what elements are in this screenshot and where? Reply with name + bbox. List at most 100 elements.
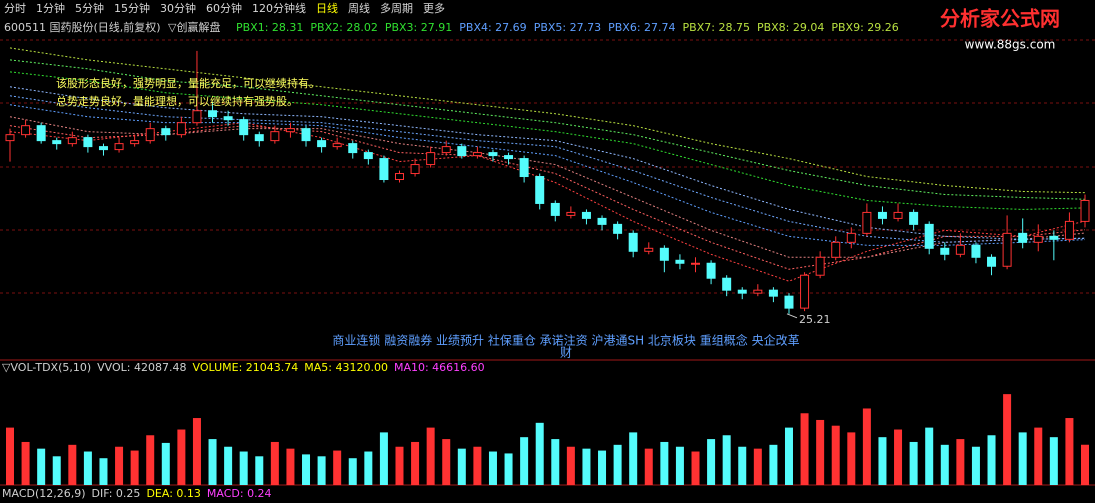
volume-bar [878, 437, 887, 485]
candle-body [1049, 235, 1059, 240]
candle-body [597, 217, 607, 225]
header-value: PBX4: 27.69 [459, 21, 526, 34]
volume-header: ▽VOL-TDX(5,10) [2, 361, 91, 374]
volume-bar [800, 413, 809, 485]
candle-body [379, 158, 389, 181]
volume-bar [395, 446, 404, 485]
candle-body [285, 128, 295, 133]
volume-bar [68, 444, 77, 485]
menu-item[interactable]: 更多 [423, 1, 445, 15]
macd-header: DIF: 0.25 [92, 487, 141, 500]
candle-body [176, 122, 186, 136]
volume-bar [6, 427, 14, 485]
volume-bar [21, 441, 30, 485]
candle-body [488, 152, 498, 157]
candle-body [706, 262, 716, 279]
volume-bar [192, 418, 201, 485]
volume-bar [784, 427, 793, 485]
menu-item[interactable]: 5分钟 [75, 1, 104, 15]
pbx-line [9, 125, 1086, 270]
candle-body [5, 134, 15, 142]
menu-item[interactable]: 120分钟线 [252, 1, 306, 15]
header-value: PBX7: 28.75 [683, 21, 750, 34]
menu-item[interactable]: 30分钟 [160, 1, 196, 15]
pbx-line [9, 122, 1086, 282]
header-value: PBX6: 27.74 [608, 21, 675, 34]
candle-body [877, 211, 887, 219]
concept-tags: 商业连锁 融资融券 业绩预升 社保重仓 承诺注资 沪港通SH 北京板块 重组概念… [332, 333, 799, 348]
candle-body [581, 211, 591, 219]
volume-bar [582, 448, 591, 485]
volume-bar [629, 432, 638, 485]
volume-bar [473, 446, 482, 485]
candle-body [909, 211, 919, 225]
header-value: PBX2: 28.02 [310, 21, 377, 34]
volume-bar [442, 439, 451, 485]
candle-body [317, 140, 327, 148]
volume-bar [239, 451, 248, 485]
candle-body [613, 223, 623, 234]
volume-bar [925, 427, 934, 485]
menu-item[interactable]: 日线 [316, 1, 338, 15]
candle-body [208, 110, 218, 118]
pbx-line [9, 95, 1086, 243]
volume-bar [753, 448, 762, 485]
pbx-line [9, 47, 1086, 194]
menu-item[interactable]: 1分钟 [36, 1, 65, 15]
candle-body [472, 152, 482, 157]
candle-body [114, 143, 124, 151]
menu-item[interactable]: 多周期 [380, 1, 413, 15]
candle-body [145, 128, 155, 142]
candle-body [644, 247, 654, 252]
volume-bar [488, 451, 497, 485]
volume-bar [379, 432, 388, 485]
volume-bar [37, 448, 46, 485]
volume-bar [971, 446, 980, 485]
volume-header: MA10: 46616.60 [394, 361, 485, 374]
candle-body [1002, 232, 1012, 267]
candle-body [441, 146, 451, 154]
volume-bar [1065, 418, 1074, 485]
volume-bar [1081, 444, 1089, 485]
annotation: 总势走势良好，量能理想，可以继续持有强势股。 [56, 94, 298, 108]
candle-body [846, 232, 856, 243]
menu-item[interactable]: 分时 [4, 2, 26, 15]
volume-bar [146, 435, 155, 485]
header-value: PBX5: 27.73 [534, 21, 601, 34]
volume-bar [535, 422, 544, 485]
pbx-line [9, 116, 1086, 258]
candle-body [1018, 232, 1028, 243]
candle-body [862, 211, 872, 234]
candle-body [753, 289, 763, 294]
volume-bar [707, 439, 716, 485]
menu-item[interactable]: 60分钟 [206, 1, 242, 15]
pbx-line [9, 86, 1086, 240]
volume-bar [520, 437, 529, 485]
logo-title: 分析家公式网 [940, 7, 1060, 31]
candle-body [254, 134, 264, 142]
volume-bar [675, 446, 684, 485]
annotation: 该股形态良好，强势明显，量能充足，可以继续持有。 [56, 76, 320, 90]
candle-body [722, 277, 732, 291]
header-value: PBX8: 29.04 [757, 21, 824, 34]
pbx-line [9, 59, 1086, 200]
candle-body [21, 125, 31, 136]
menu-item[interactable]: 周线 [348, 1, 370, 15]
volume-bar [255, 456, 264, 485]
candle-body [332, 143, 342, 148]
volume-bar [317, 456, 326, 485]
volume-bar [691, 451, 700, 485]
candle-body [270, 131, 280, 142]
candle-body [457, 146, 467, 157]
volume-header: VOLUME: 21043.74 [193, 361, 299, 374]
header-value: PBX9: 29.26 [831, 21, 898, 34]
volume-bar [847, 432, 856, 485]
macd-header: DEA: 0.13 [146, 487, 200, 500]
volume-bar [722, 435, 731, 485]
menu-item[interactable]: 15分钟 [114, 1, 150, 15]
volume-bar [224, 446, 233, 485]
candle-body [519, 158, 529, 178]
candle-body [363, 152, 373, 160]
candle-body [784, 295, 794, 309]
candle-body [52, 140, 62, 145]
